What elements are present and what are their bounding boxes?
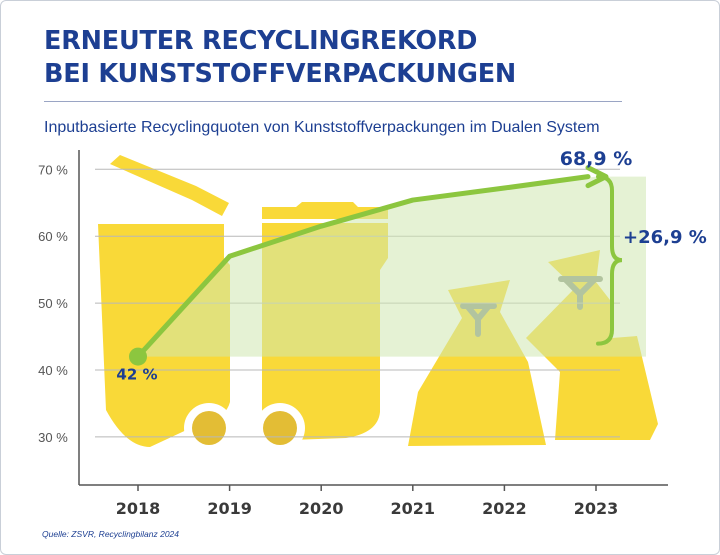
title-divider [44, 101, 622, 102]
increase-label: +26,9 % [623, 227, 707, 248]
x-tick-label: 2020 [299, 499, 344, 518]
x-tick-label: 2021 [391, 499, 436, 518]
bin-lid-illustration [110, 155, 229, 216]
title-line-2: BEI KUNSTSTOFFVERPACKUNGEN [44, 59, 517, 89]
chart-subtitle: Inputbasierte Recyclingquoten von Kunsts… [44, 119, 600, 136]
title-line-1: ERNEUTER RECYCLINGREKORD [44, 26, 478, 56]
x-axis-tick-labels: 2018 2019 2020 2021 2022 2023 [116, 485, 619, 518]
y-tick-label: 60 % [38, 229, 68, 244]
y-tick-label: 40 % [38, 363, 68, 378]
bin-wheel-illustration [263, 411, 297, 445]
increase-brace [596, 174, 623, 346]
y-tick-label: 30 % [38, 430, 68, 445]
x-tick-label: 2018 [116, 499, 161, 518]
y-tick-label: 70 % [38, 162, 68, 177]
gain-area [138, 176, 646, 357]
data-point-2018 [129, 347, 147, 366]
x-tick-label: 2019 [207, 499, 252, 518]
y-axis-tick-labels: 30 % 40 % 50 % 60 % 70 % [38, 162, 68, 445]
bin-wheel-illustration [192, 411, 226, 445]
chart-annotations: 42 % 68,9 % +26,9 % [116, 148, 706, 384]
start-value-label: 42 % [116, 366, 157, 384]
x-tick-label: 2023 [574, 499, 619, 518]
y-tick-label: 50 % [38, 296, 68, 311]
chart-axes [78, 150, 668, 486]
end-value-label: 68,9 % [560, 148, 633, 170]
source-note: Quelle: ZSVR, Recyclingbilanz 2024 [42, 529, 180, 539]
bag-body-illustration [408, 280, 546, 446]
series-line [135, 174, 591, 360]
page-title: ERNEUTER RECYCLINGREKORD BEI KUNSTSTOFFV… [44, 25, 516, 91]
x-tick-label: 2022 [482, 499, 527, 518]
